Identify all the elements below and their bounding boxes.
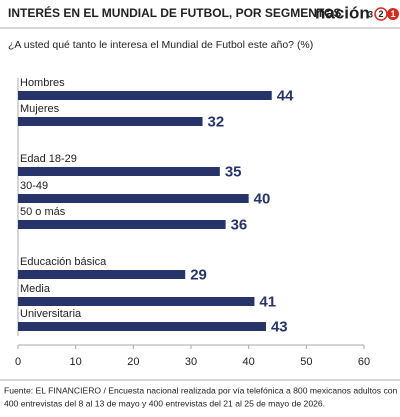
x-tick-label: 20: [127, 356, 139, 368]
value-label: 41: [259, 293, 276, 310]
chart-title: INTERÉS EN EL MUNDIAL DE FUTBOL, POR SEG…: [8, 5, 341, 20]
source: 400 entrevistas del 8 al 13 de mayo y 40…: [4, 398, 325, 408]
value-label: 32: [208, 113, 225, 130]
brand-circle: [387, 8, 399, 20]
x-tick-label: 10: [70, 356, 82, 368]
chart-subtitle: ¿A usted qué tanto le interesa el Mundia…: [8, 39, 313, 51]
category-label: Edad 18-29: [20, 153, 77, 165]
bar: [18, 270, 186, 279]
bar: [18, 297, 255, 306]
brand-digit: 2: [378, 9, 383, 19]
category-label: Educación básica: [20, 256, 107, 268]
value-label: 29: [190, 266, 207, 283]
value-label: 44: [277, 87, 294, 104]
bar: [18, 220, 226, 229]
value-label: 35: [225, 163, 242, 180]
source: Fuente: EL FINANCIERO / Encuesta naciona…: [4, 385, 398, 395]
category-label: 50 o más: [20, 206, 66, 218]
value-label: 43: [271, 318, 288, 335]
value-label: 36: [231, 216, 248, 233]
x-tick-label: 30: [185, 356, 197, 368]
category-label: Universitaria: [20, 308, 82, 320]
bar: [18, 322, 266, 331]
x-tick-label: 40: [243, 356, 255, 368]
category-label: Hombres: [20, 77, 65, 89]
bar: [18, 117, 203, 126]
x-tick-label: 50: [300, 356, 312, 368]
bar: [18, 194, 249, 203]
brand-digit: 1: [390, 9, 395, 19]
x-tick-label: 0: [15, 356, 21, 368]
x-tick-label: 60: [358, 356, 370, 368]
brand-number: 3: [368, 9, 373, 19]
value-label: 40: [254, 190, 271, 207]
brand-name: nación: [315, 3, 370, 22]
category-label: Mujeres: [20, 103, 60, 115]
bar: [18, 167, 220, 176]
category-label: 30-49: [20, 180, 48, 192]
bar: [18, 91, 272, 100]
category-label: Media: [20, 283, 51, 295]
